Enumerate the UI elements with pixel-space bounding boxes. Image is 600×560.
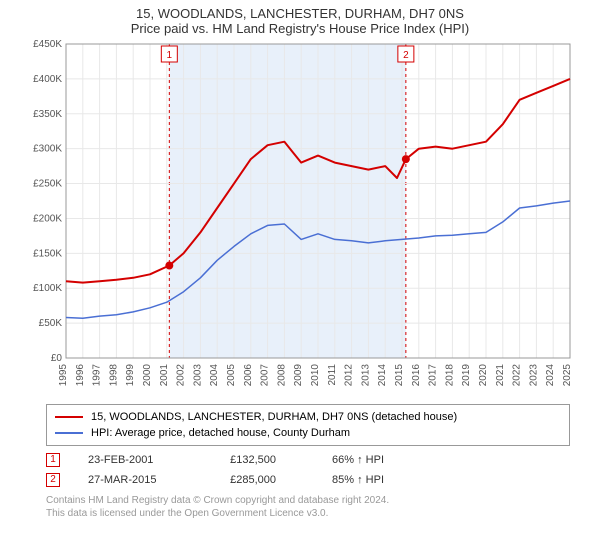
svg-text:2010: 2010 [310,364,321,387]
footer-line: Contains HM Land Registry data © Crown c… [46,494,570,507]
legend-row: HPI: Average price, detached house, Coun… [55,425,561,441]
svg-text:2012: 2012 [344,364,355,387]
svg-text:2024: 2024 [545,364,556,387]
svg-text:£350K: £350K [33,109,62,120]
svg-text:£150K: £150K [33,248,62,259]
svg-text:2013: 2013 [360,364,371,387]
svg-text:1995: 1995 [58,364,69,387]
svg-text:2008: 2008 [276,364,287,387]
table-row: 1 23-FEB-2001 £132,500 66% ↑ HPI [46,450,570,470]
svg-text:1998: 1998 [108,364,119,387]
line-chart-svg: £0 £50K £100K £150K £200K £250K £300K £350K £400… [20,38,580,398]
svg-text:£250K: £250K [33,179,62,190]
svg-text:2001: 2001 [159,364,170,387]
svg-text:£400K: £400K [33,74,62,85]
chart-area: £0 £50K £100K £150K £200K £250K £300K £350K £400… [20,38,580,398]
legend-box: 15, WOODLANDS, LANCHESTER, DURHAM, DH7 0… [46,404,570,446]
sale-marker-number: 2 [50,470,56,490]
svg-text:£100K: £100K [33,283,62,294]
svg-text:£50K: £50K [39,318,63,329]
sale-pct: 85% ↑ HPI [304,470,384,490]
svg-text:2019: 2019 [461,364,472,387]
legend-label: HPI: Average price, detached house, Coun… [91,425,350,441]
svg-text:2025: 2025 [562,364,573,387]
sale-marker-number: 1 [50,450,56,470]
chart-subtitle: Price paid vs. HM Land Registry's House … [0,21,600,36]
legend-label: 15, WOODLANDS, LANCHESTER, DURHAM, DH7 0… [91,409,457,425]
table-row: 2 27-MAR-2015 £285,000 85% ↑ HPI [46,470,570,490]
sales-table: 1 23-FEB-2001 £132,500 66% ↑ HPI 2 27-MA… [46,450,570,490]
sale-pct: 66% ↑ HPI [304,450,384,470]
svg-text:2007: 2007 [260,364,271,387]
chart-titles: 15, WOODLANDS, LANCHESTER, DURHAM, DH7 0… [0,0,600,38]
chart-title: 15, WOODLANDS, LANCHESTER, DURHAM, DH7 0… [0,6,600,21]
svg-text:2002: 2002 [176,364,187,387]
svg-text:£300K: £300K [33,144,62,155]
svg-text:1997: 1997 [92,364,103,387]
sale-price: £285,000 [206,470,276,490]
sale-marker-icon: 2 [46,473,60,487]
svg-text:2000: 2000 [142,364,153,387]
footer-line: This data is licensed under the Open Gov… [46,507,570,520]
sale-price: £132,500 [206,450,276,470]
svg-text:2009: 2009 [293,364,304,387]
svg-text:2023: 2023 [528,364,539,387]
sale-date: 23-FEB-2001 [88,450,178,470]
svg-text:2020: 2020 [478,364,489,387]
sale-date: 27-MAR-2015 [88,470,178,490]
svg-text:1999: 1999 [125,364,136,387]
svg-text:2016: 2016 [411,364,422,387]
legend-row: 15, WOODLANDS, LANCHESTER, DURHAM, DH7 0… [55,409,561,425]
legend-swatch [55,432,83,434]
svg-text:2011: 2011 [327,364,338,386]
svg-text:2015: 2015 [394,364,405,387]
svg-text:2018: 2018 [444,364,455,387]
chart-container: { "title": "15, WOODLANDS, LANCHESTER, D… [0,0,600,560]
svg-text:2014: 2014 [377,364,388,387]
svg-text:2004: 2004 [209,364,220,387]
svg-text:£0: £0 [51,353,63,364]
svg-text:1: 1 [167,50,173,61]
svg-text:2021: 2021 [495,364,506,387]
svg-text:2022: 2022 [512,364,523,387]
svg-text:£450K: £450K [33,39,62,50]
svg-text:2006: 2006 [243,364,254,387]
svg-text:2003: 2003 [192,364,203,387]
footer-text: Contains HM Land Registry data © Crown c… [46,494,570,520]
svg-text:2005: 2005 [226,364,237,387]
svg-text:2: 2 [403,50,409,61]
svg-text:1996: 1996 [75,364,86,387]
sale-marker-icon: 1 [46,453,60,467]
svg-text:£200K: £200K [33,213,62,224]
legend-swatch [55,416,83,418]
svg-text:2017: 2017 [428,364,439,387]
